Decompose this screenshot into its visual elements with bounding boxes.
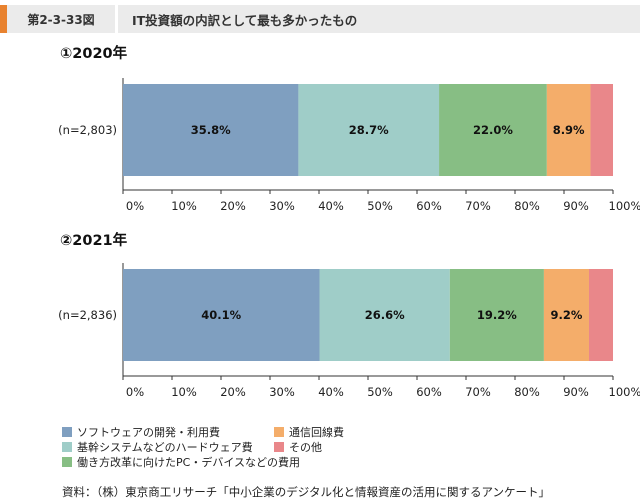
bar-segment	[449, 269, 544, 361]
chart-title-2021: ②2021年	[60, 233, 128, 249]
category-label: (n=2,803)	[58, 123, 117, 137]
data-label: 8.9%	[553, 123, 585, 137]
x-tick-label: 40%	[318, 385, 344, 399]
bar-segment	[319, 269, 450, 361]
category-label: (n=2,836)	[58, 308, 117, 322]
x-tick-label: 20%	[220, 199, 246, 213]
x-tick-label: 0%	[126, 385, 144, 399]
x-tick-label: 80%	[514, 199, 540, 213]
legend-item: 働き方改革に向けたPC・デバイスなどの費用	[62, 454, 300, 470]
x-tick-label: 100%	[609, 199, 640, 213]
data-label: 28.7%	[349, 123, 389, 137]
legend-swatch	[274, 442, 284, 452]
legend-swatch	[274, 427, 284, 437]
legend-swatch	[62, 457, 72, 467]
legend-swatch	[62, 442, 72, 452]
x-tick-label: 90%	[563, 199, 589, 213]
legend-label: 基幹システムなどのハードウェア費	[77, 441, 253, 454]
bar-segment	[439, 84, 547, 176]
header-accent-bar	[0, 5, 7, 33]
x-tick-label: 0%	[126, 199, 144, 213]
x-tick-label: 80%	[514, 385, 540, 399]
bar-segment	[123, 84, 299, 176]
x-tick-label: 90%	[563, 385, 589, 399]
x-tick-label: 70%	[465, 199, 491, 213]
data-label: 22.0%	[473, 123, 513, 137]
data-label: 26.6%	[365, 308, 405, 322]
x-tick-label: 100%	[609, 385, 640, 399]
legend-label: その他	[289, 441, 322, 454]
x-tick-label: 70%	[465, 385, 491, 399]
stacked-bar-charts: 35.8% 28.7% 22.0% 8.9% (n=2,803) 0% 10% 20% 30% 4…	[58, 78, 640, 399]
legend-label: 通信回線費	[289, 426, 344, 439]
bar-segment	[546, 84, 591, 176]
x-tick-label: 10%	[171, 385, 197, 399]
legend-item: 基幹システムなどのハードウェア費	[62, 439, 253, 455]
x-tick-label: 60%	[416, 385, 442, 399]
chart-title-2020: ①2020年	[60, 46, 128, 62]
data-label: 19.2%	[477, 308, 517, 322]
legend-swatch	[62, 427, 72, 437]
legend-item: ソフトウェアの開発・利用費	[62, 424, 220, 440]
figure-header: 第2-3-33図 IT投資額の内訳として最も多かったもの	[0, 5, 640, 33]
bar-segment	[298, 84, 440, 176]
source-note: 資料：（株）東京商工リサーチ「中小企業のデジタル化と情報資産の活用に関するアンケ…	[62, 485, 551, 499]
x-tick-label: 60%	[416, 199, 442, 213]
x-tick-label: 30%	[269, 199, 295, 213]
legend-item: 通信回線費	[274, 424, 344, 440]
legend-label: 働き方改革に向けたPC・デバイスなどの費用	[77, 456, 300, 469]
bar-segment	[543, 269, 589, 361]
x-tick-label: 40%	[318, 199, 344, 213]
figure-title: IT投資額の内訳として最も多かったもの	[118, 5, 640, 33]
legend-item: その他	[274, 439, 322, 455]
x-tick-label: 30%	[269, 385, 295, 399]
x-tick-label: 50%	[367, 199, 393, 213]
figure-number: 第2-3-33図	[7, 5, 115, 33]
legend-label: ソフトウェアの開発・利用費	[77, 426, 220, 439]
bar-segment	[588, 269, 613, 361]
bar-segment	[123, 269, 320, 361]
data-label: 35.8%	[191, 123, 231, 137]
data-label: 40.1%	[201, 308, 241, 322]
x-tick-label: 20%	[220, 385, 246, 399]
bar-segment	[590, 84, 613, 176]
x-tick-label: 10%	[171, 199, 197, 213]
data-label: 9.2%	[550, 308, 582, 322]
x-tick-label: 50%	[367, 385, 393, 399]
